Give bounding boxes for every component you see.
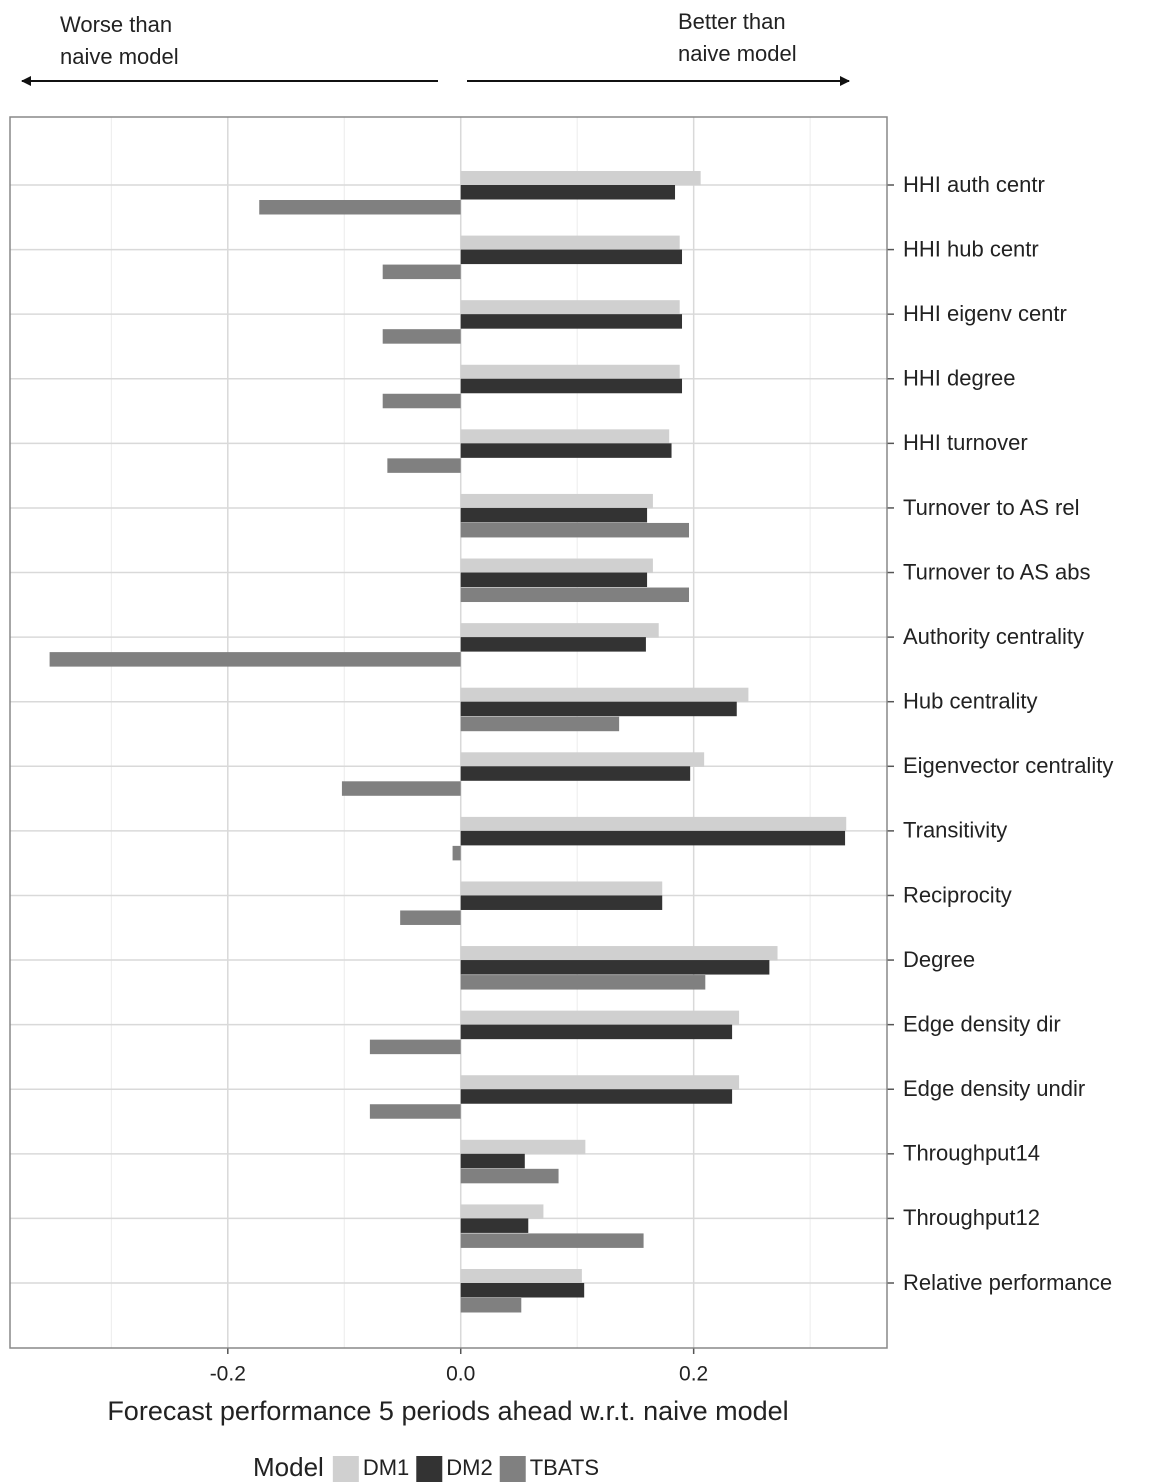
bar <box>460 1269 582 1284</box>
bar <box>259 200 461 215</box>
legend-label: DM1 <box>363 1455 409 1480</box>
bar <box>341 781 461 796</box>
y-tick-label: Eigenvector centrality <box>903 753 1113 778</box>
annotation: naive model <box>678 41 797 66</box>
bar <box>460 522 690 538</box>
annotation: Worse than <box>60 12 172 37</box>
legend-label: TBATS <box>530 1455 599 1480</box>
annotation: naive model <box>60 44 179 69</box>
legend-key <box>416 1456 443 1482</box>
bar <box>460 975 706 990</box>
bar <box>460 429 670 444</box>
bar <box>382 393 461 409</box>
bar <box>369 1039 461 1055</box>
bar <box>460 587 690 603</box>
bar <box>400 910 461 925</box>
legend-label: DM2 <box>446 1455 492 1480</box>
bar <box>460 249 683 265</box>
bar <box>460 1089 733 1104</box>
bar <box>49 652 461 667</box>
y-tick-label: Degree <box>903 947 975 972</box>
bar <box>460 1010 740 1026</box>
bar <box>460 378 683 394</box>
bar <box>460 1168 559 1184</box>
y-tick-label: Edge density dir <box>903 1011 1061 1036</box>
y-tick-label: Relative performance <box>903 1270 1112 1295</box>
y-tick-label: HHI degree <box>903 366 1016 391</box>
bar <box>460 1024 733 1040</box>
y-tick-label: HHI eigenv centr <box>903 301 1067 326</box>
bar <box>460 1218 529 1233</box>
x-tick-label: -0.2 <box>210 1363 246 1386</box>
annotation: Better than <box>678 9 786 34</box>
bar <box>460 1233 644 1248</box>
y-tick-label: Reciprocity <box>903 882 1012 907</box>
bar <box>460 572 648 588</box>
legend-key <box>332 1456 359 1482</box>
y-tick-label: Hub centrality <box>903 689 1038 714</box>
bar <box>460 830 846 846</box>
bar <box>460 443 672 458</box>
y-tick-label: HHI turnover <box>903 430 1028 455</box>
bar <box>382 329 461 344</box>
plot-border <box>9 116 888 1349</box>
bar <box>460 1139 586 1155</box>
bar <box>460 364 680 380</box>
bar <box>369 1104 461 1119</box>
y-tick-label: Transitivity <box>903 818 1007 843</box>
bar <box>460 946 778 961</box>
bar <box>387 458 461 473</box>
x-axis-title: Forecast performance 5 periods ahead w.r… <box>107 1396 788 1426</box>
y-tick-label: Edge density undir <box>903 1076 1085 1101</box>
bar <box>460 314 683 329</box>
y-tick-label: HHI auth centr <box>903 172 1045 197</box>
bar <box>460 637 646 652</box>
bar <box>460 1298 522 1313</box>
y-tick-label: Authority centrality <box>903 624 1084 649</box>
y-tick-label: Turnover to AS rel <box>903 495 1079 520</box>
bar <box>460 623 659 638</box>
bar <box>460 185 676 200</box>
bar <box>460 558 653 574</box>
bar <box>452 845 461 861</box>
x-tick-label: 0.2 <box>679 1363 708 1386</box>
bar <box>460 235 680 251</box>
bar <box>460 752 705 767</box>
bar <box>460 960 770 975</box>
legend-key <box>499 1456 526 1482</box>
y-tick-label: Throughput14 <box>903 1141 1040 1166</box>
x-tick-label: 0.0 <box>446 1363 475 1386</box>
bar <box>460 881 663 896</box>
bar <box>460 507 648 523</box>
bar <box>460 766 691 781</box>
y-tick-label: HHI hub centr <box>903 236 1039 261</box>
y-tick-label: Turnover to AS abs <box>903 559 1091 584</box>
bar <box>460 816 847 832</box>
bar <box>460 701 737 717</box>
bar <box>460 171 701 186</box>
bar <box>460 1204 544 1219</box>
bar <box>460 1075 740 1090</box>
bar <box>460 493 653 509</box>
bar <box>460 1283 585 1298</box>
legend-title: Model <box>253 1452 324 1482</box>
bar <box>460 687 749 703</box>
bar <box>460 895 663 910</box>
bar <box>382 264 461 280</box>
bar <box>460 716 620 732</box>
bar <box>460 300 680 315</box>
bar <box>460 1153 525 1169</box>
y-tick-label: Throughput12 <box>903 1205 1040 1230</box>
